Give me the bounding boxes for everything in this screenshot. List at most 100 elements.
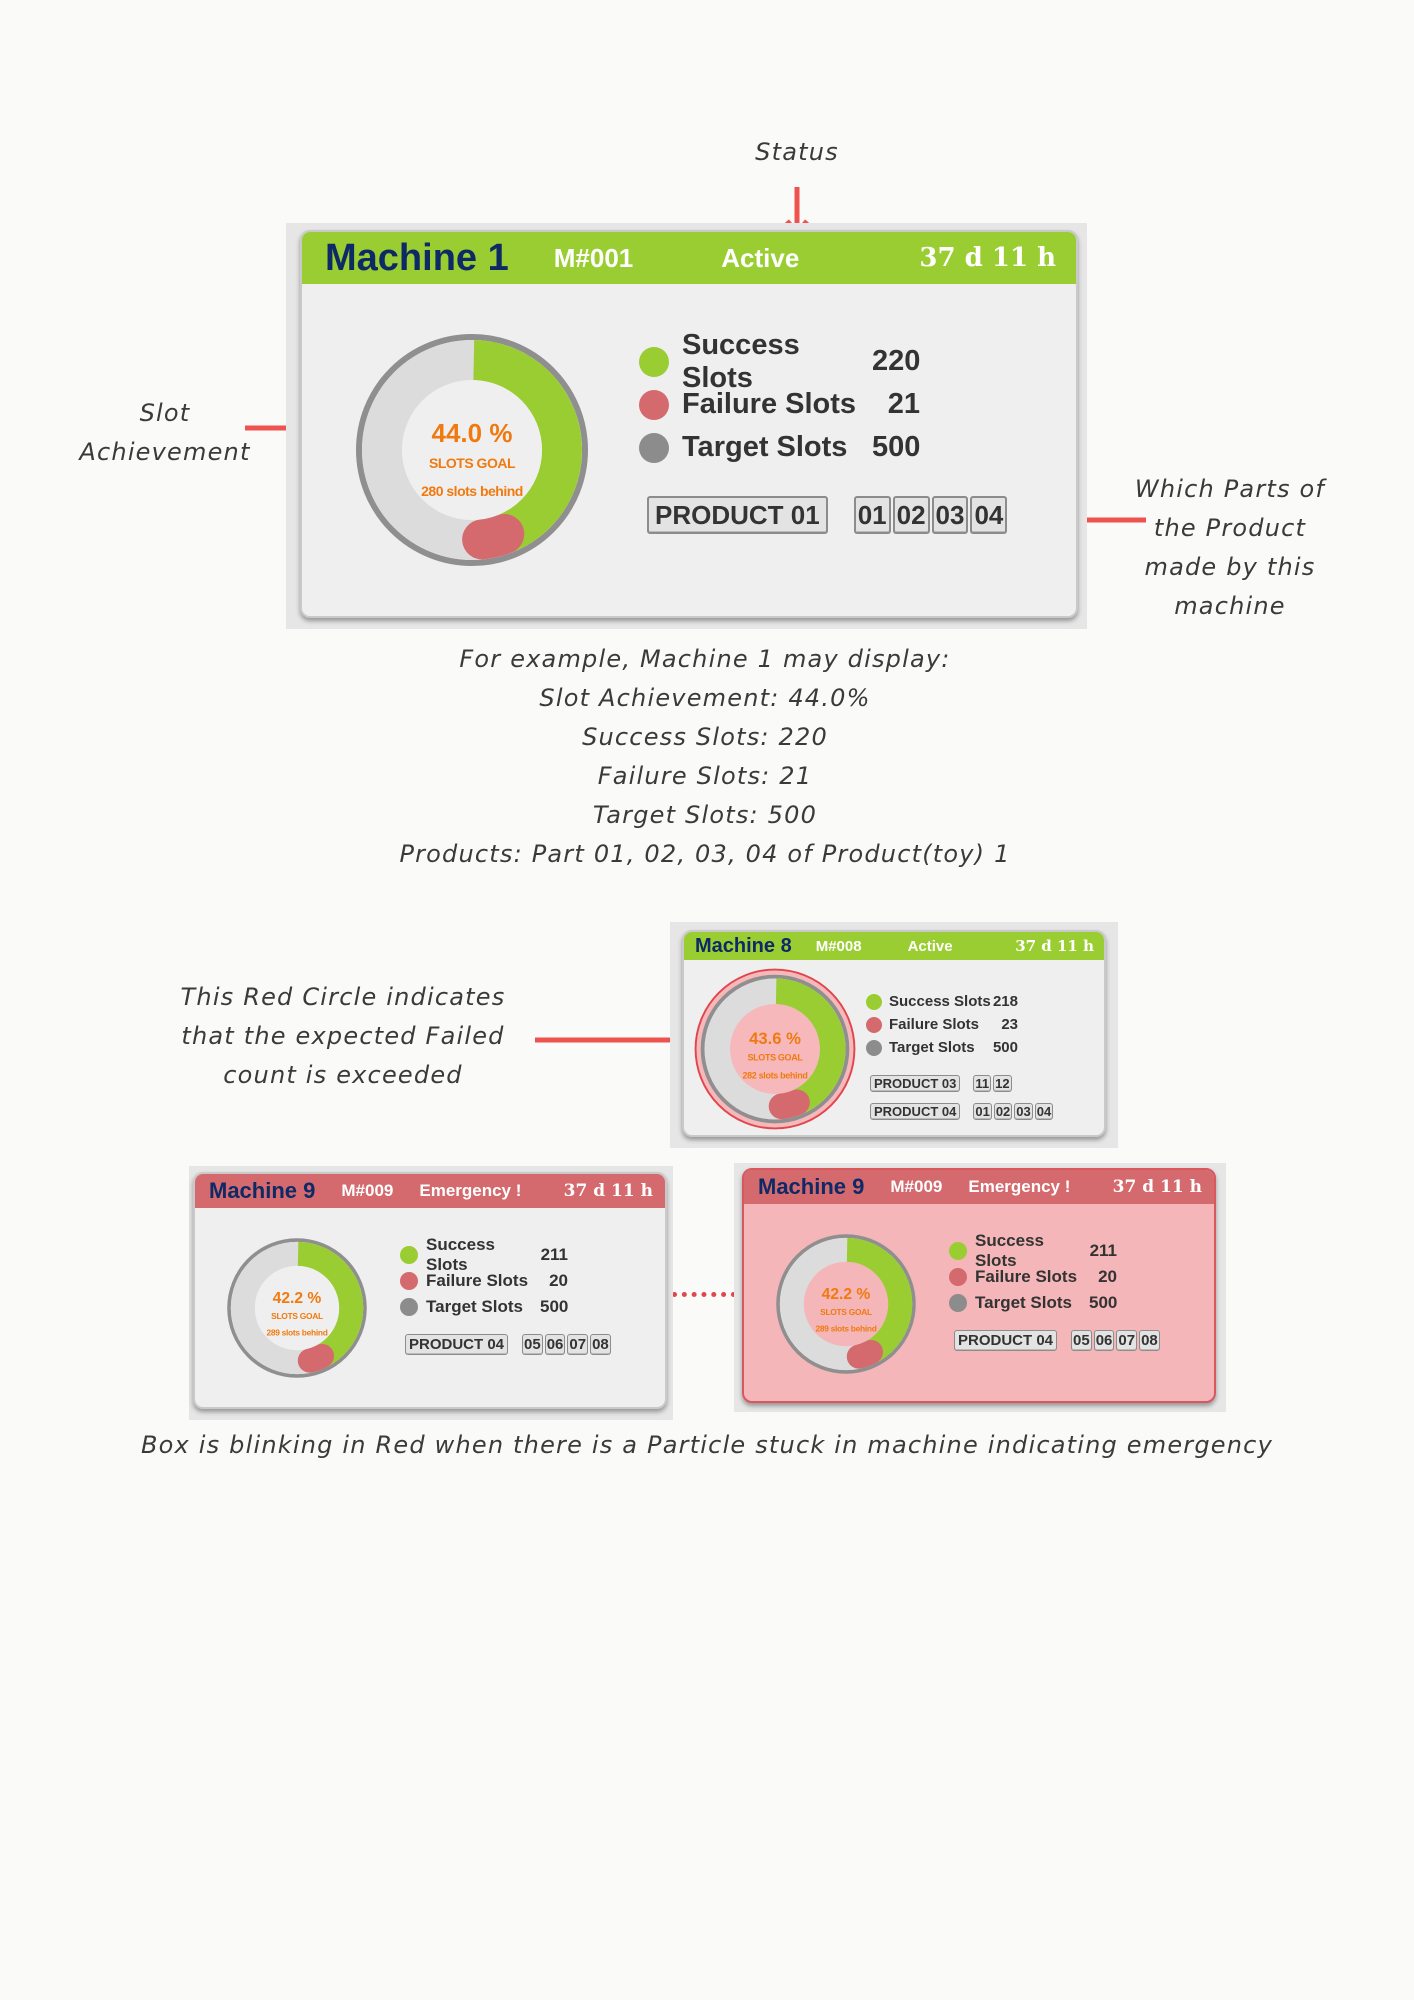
legend-row-target: Target Slots 500 (866, 1036, 1018, 1059)
blinking-annotation: Box is blinking in Red when there is a P… (141, 1431, 1273, 1459)
machine-card[interactable]: Machine 9 M#009 Emergency ! 37 d 11 h 42… (742, 1168, 1216, 1403)
slot-legend: Success Slots 218 Failure Slots 23 Targe… (866, 990, 1018, 1059)
legend-label: Success Slots (889, 993, 991, 1010)
success-arc (297, 1241, 364, 1367)
machine-runtime: 37 d 11 h (919, 243, 1056, 273)
target-dot-icon (400, 1298, 418, 1316)
success-arc (472, 340, 582, 553)
slot-achievement-donut: 42.2 % SLOTS GOAL 289 slots behind (227, 1238, 367, 1378)
annotation-line: Achievement (79, 438, 251, 466)
annotation-line: machine (1174, 592, 1286, 620)
legend-label: Failure Slots (889, 1016, 980, 1033)
annotation-line: Which Parts of (1134, 475, 1326, 503)
example-description: For example, Machine 1 may display: Slot… (300, 640, 1110, 874)
part-chip[interactable]: 11 (973, 1075, 992, 1092)
machine-runtime: 37 d 11 h (563, 1181, 653, 1201)
percent-label: 42.2 % (822, 1286, 871, 1303)
product-chip[interactable]: PRODUCT 04 (954, 1330, 1058, 1351)
part-chip[interactable]: 04 (1034, 1103, 1054, 1120)
part-chip[interactable]: 05 (1071, 1330, 1092, 1351)
failure-dot-icon (949, 1268, 967, 1286)
product-chip[interactable]: PRODUCT 04 (405, 1334, 509, 1355)
machine-card[interactable]: Machine 8 M#008 Active 37 d 11 h 43.6 % S… (682, 930, 1106, 1137)
part-chip[interactable]: 08 (590, 1334, 611, 1355)
machine-card[interactable]: Machine 1 M#001 Active 37 d 11 h 44.0 % S… (300, 230, 1078, 618)
failure-arc (768, 1089, 810, 1120)
legend-value: 21 (887, 388, 920, 420)
product-parts-row: PRODUCT 04 01 02 03 04 (870, 1103, 1055, 1120)
red-circle-arrow (535, 1027, 690, 1053)
machine-runtime: 37 d 11 h (1112, 1177, 1202, 1197)
legend-label: Success Slots (975, 1231, 1044, 1270)
slot-achievement-donut: 44.0 % SLOTS GOAL 280 slots behind (356, 334, 588, 566)
machine-status: Active (721, 242, 800, 273)
part-chip[interactable]: 01 (973, 1103, 992, 1120)
legend-row-success: Success Slots 218 (866, 990, 1018, 1013)
legend-value: 500 (540, 1297, 569, 1316)
legend-label: Failure Slots (975, 1267, 1078, 1286)
part-chip[interactable]: 08 (1139, 1330, 1160, 1351)
legend-row-target: Target Slots 500 (400, 1294, 568, 1320)
legend-row-failure: Failure Slots 20 (949, 1264, 1117, 1290)
failure-dot-icon (400, 1272, 418, 1290)
part-chip[interactable]: 03 (931, 496, 969, 534)
machine-id: M#009 (341, 1181, 394, 1200)
product-parts-row: PRODUCT 04 05 06 07 08 (954, 1330, 1162, 1351)
example-line: Products: Part 01, 02, 03, 04 of Product… (399, 840, 1011, 868)
success-dot-icon (639, 346, 669, 377)
failure-arc (462, 514, 525, 560)
card-header: Machine 9 M#009 Emergency ! 37 d 11 h (195, 1174, 665, 1208)
gauge-outer-ring (776, 1234, 916, 1374)
legend-row-success: Success Slots 211 (949, 1231, 1117, 1270)
card-header: Machine 9 M#009 Emergency ! 37 d 11 h (744, 1170, 1214, 1204)
gauge-center (730, 1004, 820, 1094)
gauge-outer-ring (227, 1238, 367, 1378)
legend-value: 211 (540, 1245, 568, 1264)
legend-row-target: Target Slots 500 (949, 1290, 1117, 1316)
example-line: Success Slots: 220 (582, 723, 828, 751)
machine-card[interactable]: Machine 9 M#009 Emergency ! 37 d 11 h 42… (193, 1172, 667, 1409)
legend-value: 20 (549, 1271, 568, 1290)
part-chip[interactable]: 01 (853, 496, 891, 534)
gauge-center (254, 1265, 340, 1351)
part-chip[interactable]: 07 (1116, 1330, 1138, 1351)
machine-name: Machine 9 (209, 1178, 316, 1203)
target-dot-icon (866, 1039, 882, 1056)
product-chip[interactable]: PRODUCT 03 (870, 1075, 961, 1092)
goal-label: SLOTS GOAL (271, 1311, 323, 1321)
part-chip[interactable]: 04 (970, 496, 1008, 534)
target-dot-icon (639, 432, 669, 463)
legend-label: Target Slots (975, 1293, 1072, 1312)
part-chip[interactable]: 02 (892, 496, 930, 534)
product-chip[interactable]: PRODUCT 01 (647, 496, 828, 534)
part-chip[interactable]: 05 (522, 1334, 543, 1355)
part-chip[interactable]: 07 (567, 1334, 589, 1355)
legend-row-failure: Failure Slots 20 (400, 1268, 568, 1294)
machine-id: M#001 (553, 242, 634, 273)
example-line: Slot Achievement: 44.0% (539, 684, 871, 712)
annotation-line: Slot (139, 399, 191, 427)
legend-row-failure: Failure Slots 23 (866, 1013, 1018, 1036)
legend-value: 218 (992, 993, 1018, 1010)
machine-id: M#009 (890, 1177, 943, 1196)
example-line: For example, Machine 1 may display: (459, 645, 951, 673)
part-chip[interactable]: 06 (1093, 1330, 1115, 1351)
part-chip[interactable]: 03 (1014, 1103, 1033, 1120)
red-circle-annotation: This Red Circle indicates that the expec… (160, 978, 526, 1095)
part-chip[interactable]: 02 (993, 1103, 1013, 1120)
card-header: Machine 8 M#008 Active 37 d 11 h (684, 932, 1104, 960)
legend-value: 23 (1001, 1016, 1018, 1033)
part-chip[interactable]: 06 (544, 1334, 566, 1355)
legend-label: Success Slots (426, 1235, 495, 1274)
product-chip[interactable]: PRODUCT 04 (870, 1103, 961, 1120)
legend-row-target: Target Slots 500 (639, 426, 920, 469)
goal-label: SLOTS GOAL (429, 455, 516, 471)
failure-dot-icon (639, 389, 669, 420)
slot-legend: Success Slots 211 Failure Slots 20 Targe… (400, 1235, 568, 1320)
part-chip[interactable]: 12 (993, 1075, 1012, 1092)
machine-runtime: 37 d 11 h (1015, 937, 1094, 955)
machine-name: Machine 1 (325, 236, 509, 279)
legend-label: Success Slots (682, 328, 800, 394)
legend-row-success: Success Slots 220 (639, 329, 920, 394)
annotation-line: the Product (1153, 514, 1307, 542)
